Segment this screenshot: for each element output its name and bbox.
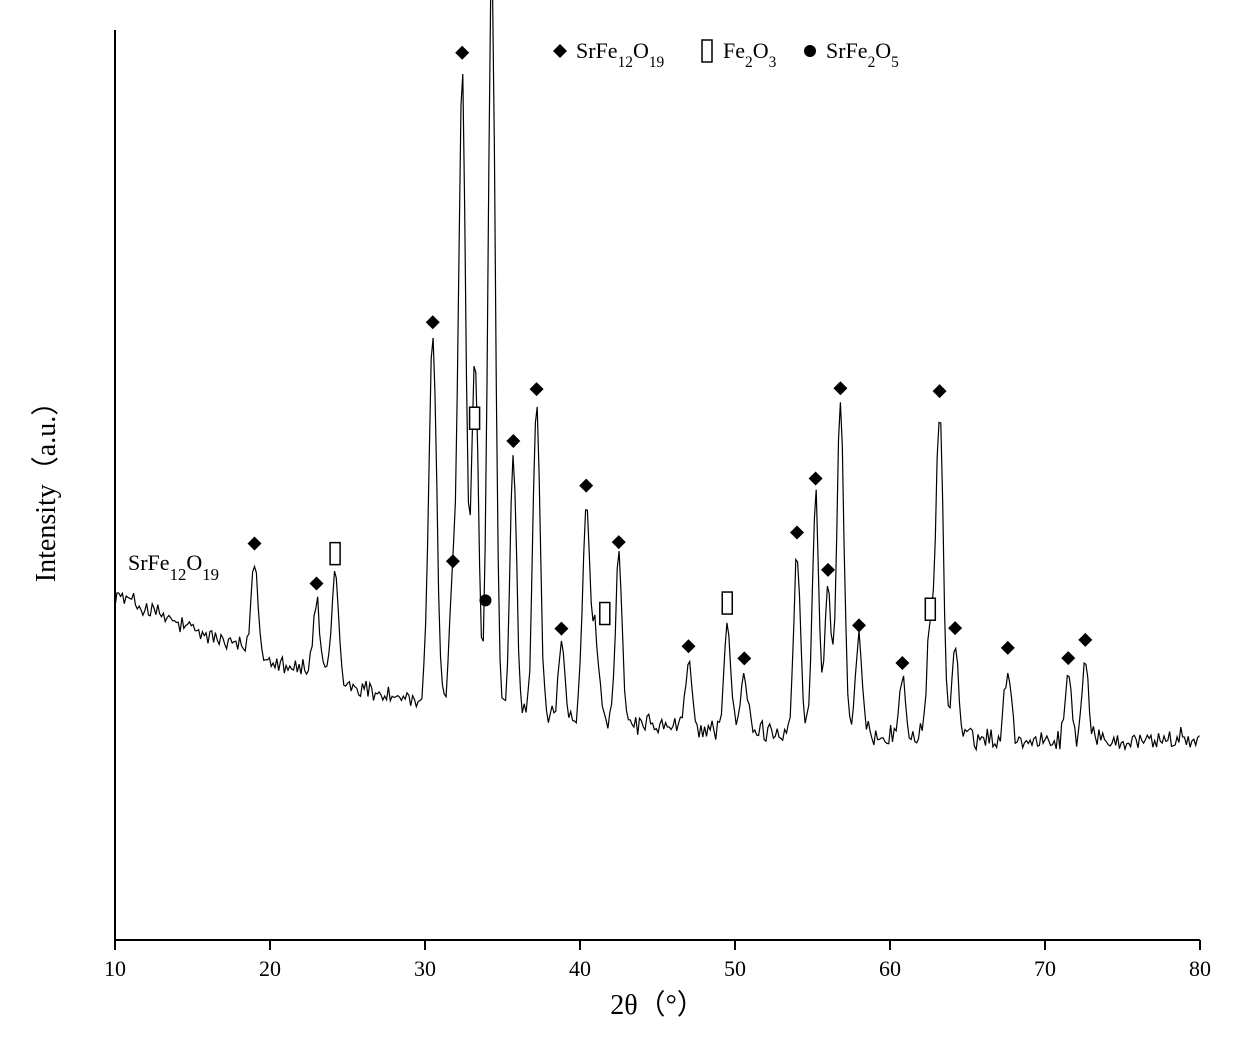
x-tick-label: 80	[1189, 956, 1211, 981]
rect-marker-icon	[925, 598, 935, 620]
x-tick-label: 30	[414, 956, 436, 981]
circle-marker-icon	[804, 45, 816, 57]
x-tick-label: 40	[569, 956, 591, 981]
rect-marker-icon	[600, 603, 610, 625]
x-tick-label: 20	[259, 956, 281, 981]
rect-marker-icon	[330, 543, 340, 565]
xrd-chart: 10203040506070802θ（°）Intensity（a.u.）SrFe…	[0, 0, 1238, 1049]
circle-marker-icon	[479, 594, 491, 606]
x-axis-label: 2θ（°）	[610, 989, 705, 1021]
chart-svg: 10203040506070802θ（°）Intensity（a.u.）SrFe…	[0, 0, 1238, 1049]
x-tick-label: 60	[879, 956, 901, 981]
rect-marker-icon	[702, 40, 712, 62]
rect-marker-icon	[470, 407, 480, 429]
y-axis-label: Intensity（a.u.）	[30, 388, 62, 582]
x-tick-label: 50	[724, 956, 746, 981]
x-tick-label: 70	[1034, 956, 1056, 981]
x-tick-label: 10	[104, 956, 126, 981]
rect-marker-icon	[722, 592, 732, 614]
